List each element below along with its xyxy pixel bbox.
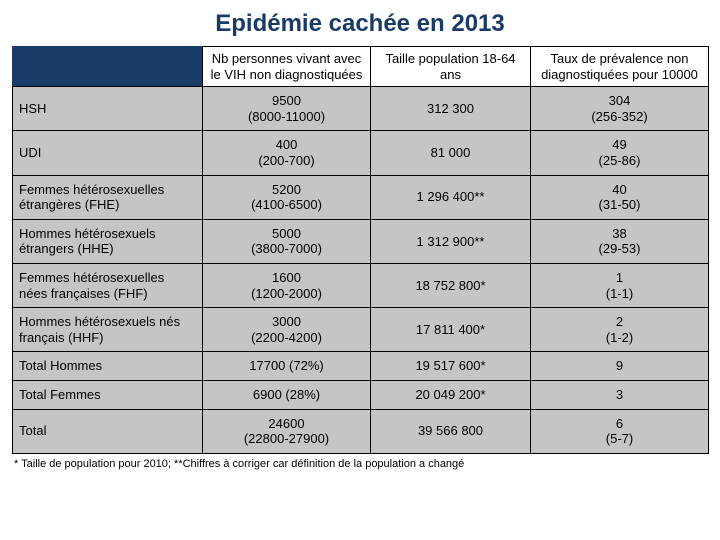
page-title: Epidémie cachée en 2013 (0, 0, 720, 46)
table-row: HSH9500(8000-11000)312 300304(256-352) (13, 87, 709, 131)
row-pop: 312 300 (371, 87, 531, 131)
table-row: Total Hommes17700 (72%)19 517 600*9 (13, 352, 709, 381)
row-label: Total Femmes (13, 380, 203, 409)
table-row: Femmes hétérosexuelles étrangères (FHE)5… (13, 175, 709, 219)
row-label: Hommes hétérosexuels étrangers (HHE) (13, 219, 203, 263)
row-rate: 40(31-50) (531, 175, 709, 219)
row-rate: 9 (531, 352, 709, 381)
row-n: 5000(3800-7000) (203, 219, 371, 263)
header-row: Nb personnes vivant avec le VIH non diag… (13, 47, 709, 87)
row-label: Hommes hétérosexuels nés français (HHF) (13, 308, 203, 352)
row-label: HSH (13, 87, 203, 131)
row-pop: 18 752 800* (371, 263, 531, 307)
row-rate: 2(1-2) (531, 308, 709, 352)
row-pop: 39 566 800 (371, 409, 531, 453)
row-n: 1600(1200-2000) (203, 263, 371, 307)
row-rate: 6(5-7) (531, 409, 709, 453)
row-rate: 49(25-86) (531, 131, 709, 175)
table-row: UDI400(200-700)81 00049(25-86) (13, 131, 709, 175)
row-rate: 304(256-352) (531, 87, 709, 131)
footnote: * Taille de population pour 2010; **Chif… (0, 454, 720, 470)
table-row: Total Femmes6900 (28%)20 049 200*3 (13, 380, 709, 409)
row-pop: 19 517 600* (371, 352, 531, 381)
table-row: Femmes hétérosexuelles nées françaises (… (13, 263, 709, 307)
col-header-rate: Taux de prévalence non diagnostiquées po… (531, 47, 709, 87)
row-label: Femmes hétérosexuelles étrangères (FHE) (13, 175, 203, 219)
row-rate: 1(1-1) (531, 263, 709, 307)
row-pop: 1 312 900** (371, 219, 531, 263)
row-n: 3000(2200-4200) (203, 308, 371, 352)
row-label: Femmes hétérosexuelles nées françaises (… (13, 263, 203, 307)
row-rate: 3 (531, 380, 709, 409)
row-label: Total Hommes (13, 352, 203, 381)
row-pop: 1 296 400** (371, 175, 531, 219)
row-pop: 17 811 400* (371, 308, 531, 352)
table-row: Hommes hétérosexuels nés français (HHF)3… (13, 308, 709, 352)
col-header-pop: Taille population 18-64 ans (371, 47, 531, 87)
row-n: 5200(4100-6500) (203, 175, 371, 219)
table-row: Total24600(22800-27900)39 566 8006(5-7) (13, 409, 709, 453)
row-n: 6900 (28%) (203, 380, 371, 409)
row-n: 24600(22800-27900) (203, 409, 371, 453)
row-label: Total (13, 409, 203, 453)
row-n: 400(200-700) (203, 131, 371, 175)
row-pop: 20 049 200* (371, 380, 531, 409)
row-pop: 81 000 (371, 131, 531, 175)
row-n: 9500(8000-11000) (203, 87, 371, 131)
table-row: Hommes hétérosexuels étrangers (HHE)5000… (13, 219, 709, 263)
col-header-n: Nb personnes vivant avec le VIH non diag… (203, 47, 371, 87)
data-table: Nb personnes vivant avec le VIH non diag… (12, 46, 709, 454)
row-label: UDI (13, 131, 203, 175)
row-rate: 38(29-53) (531, 219, 709, 263)
col-header-blank (13, 47, 203, 87)
row-n: 17700 (72%) (203, 352, 371, 381)
